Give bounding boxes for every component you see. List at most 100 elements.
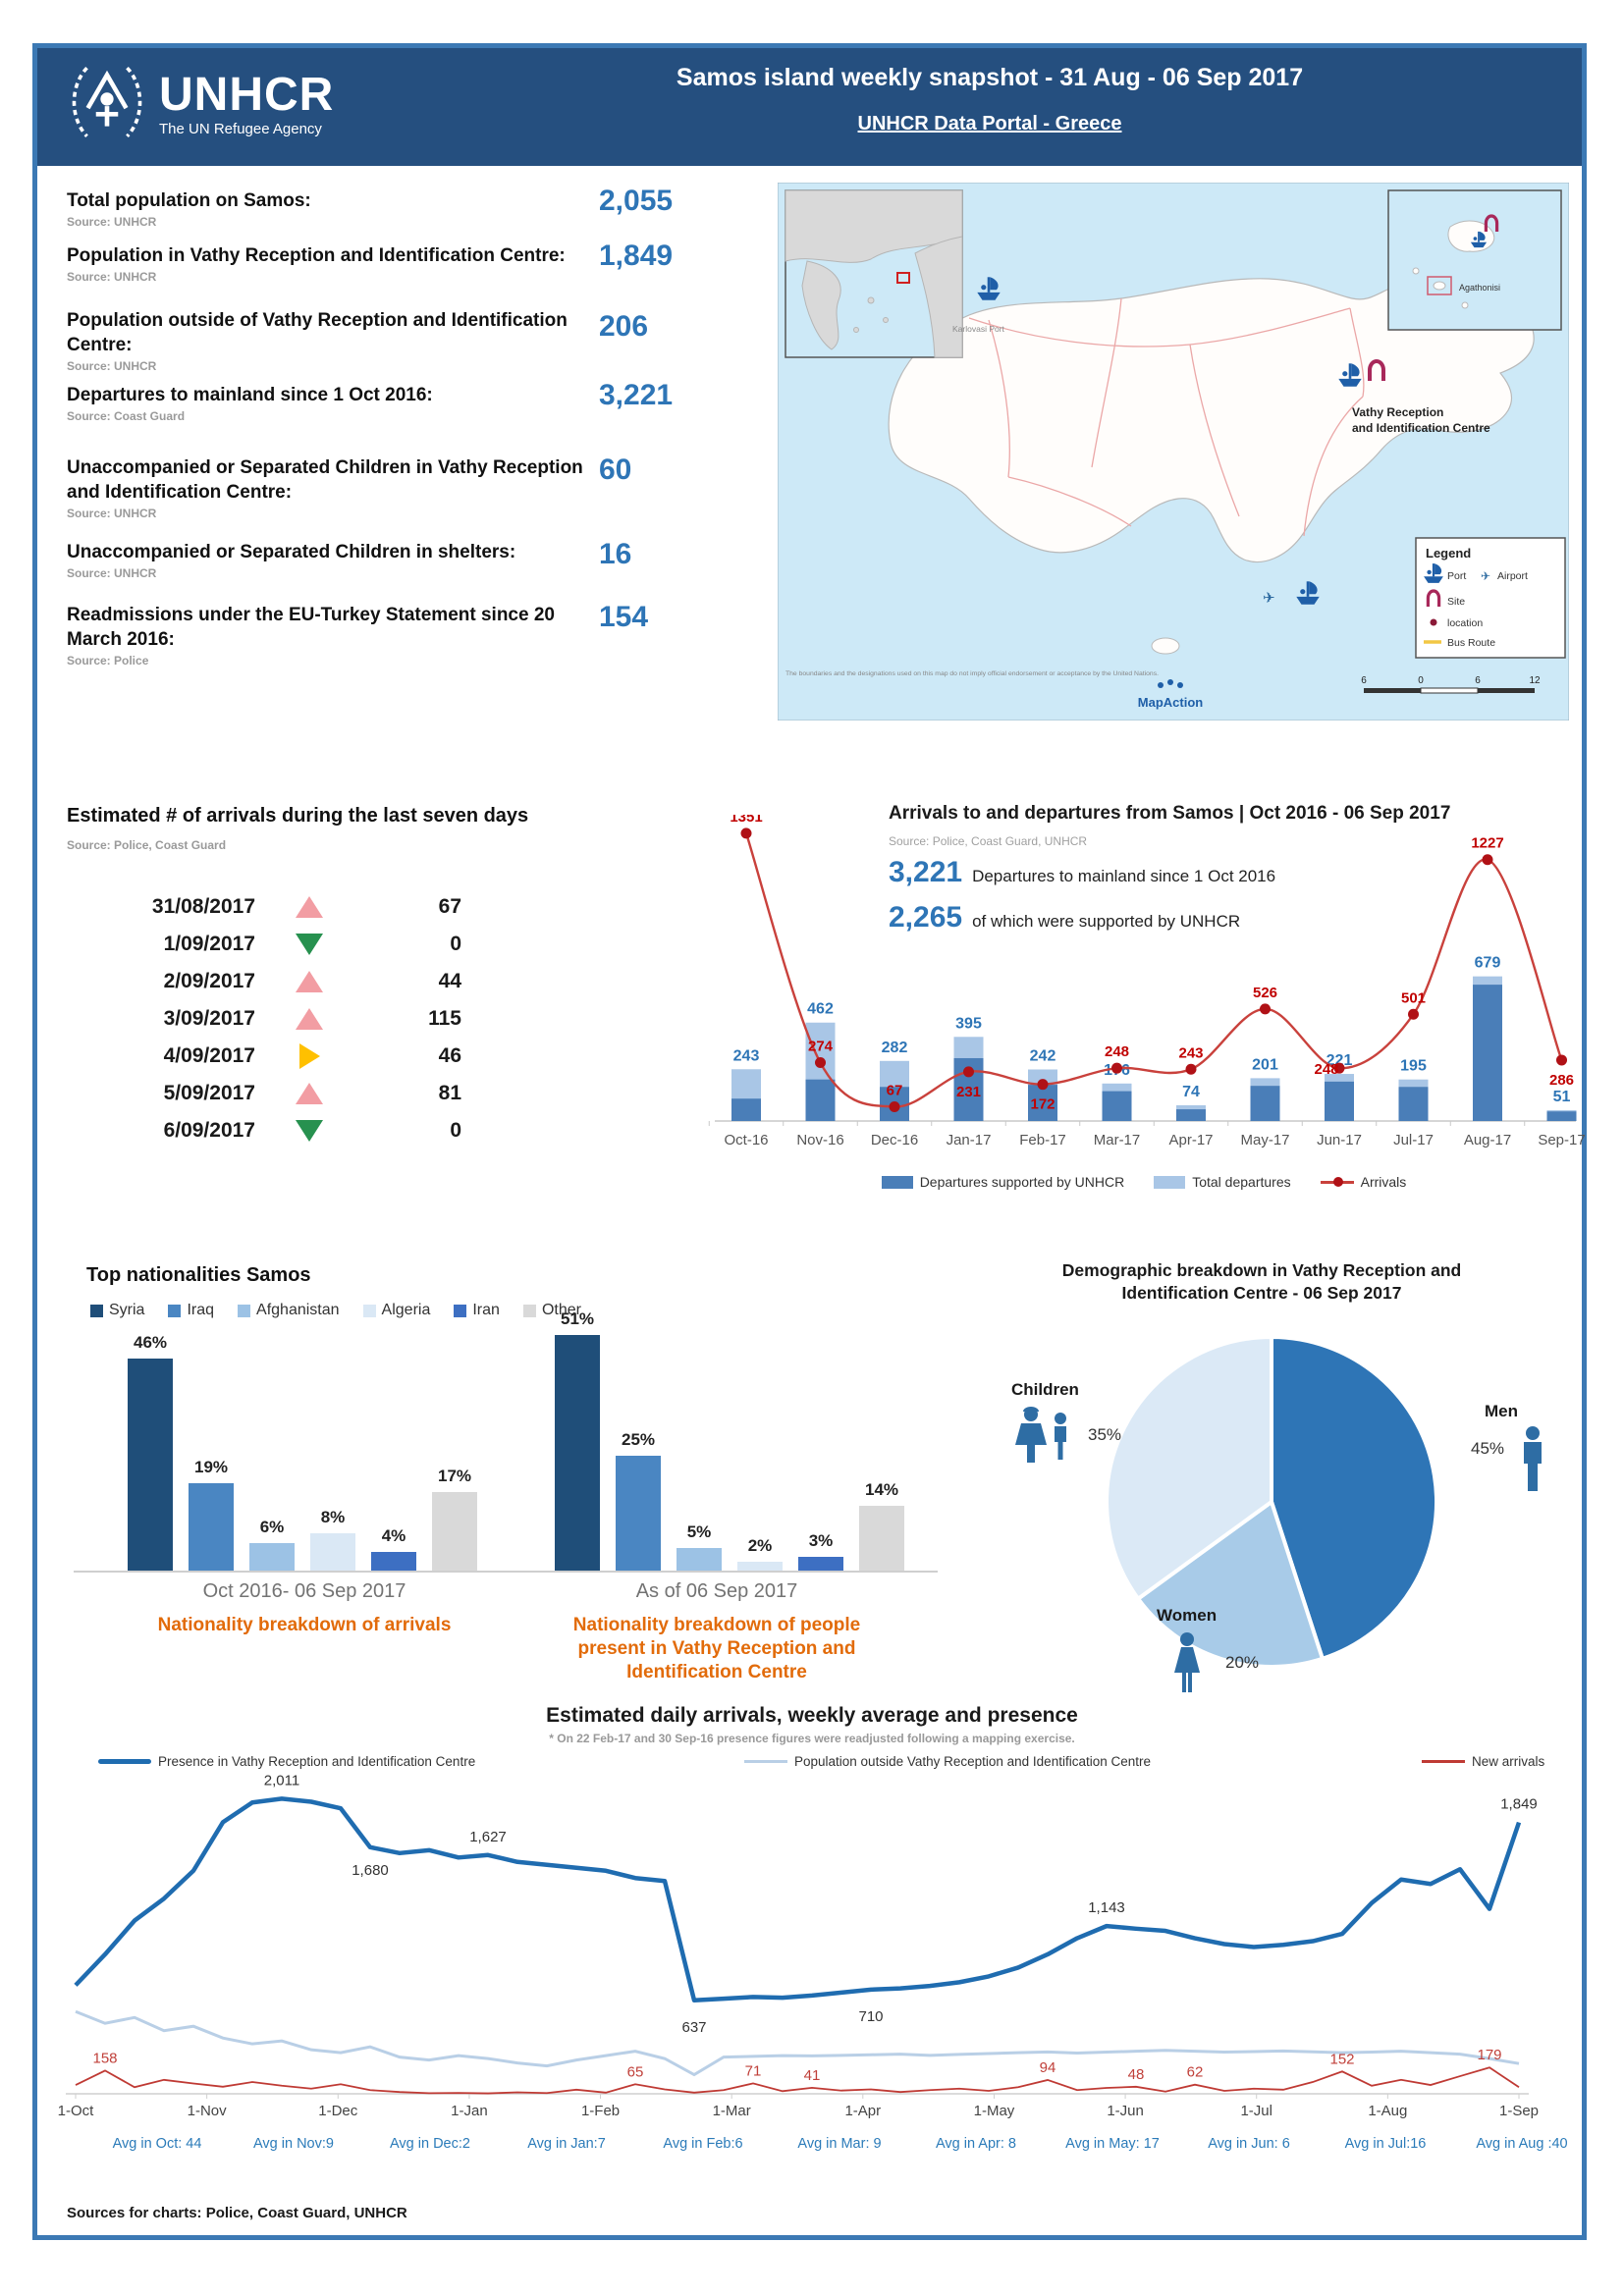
svg-text:Aug-17: Aug-17	[1464, 1132, 1511, 1148]
pie-label-women: Women	[1157, 1606, 1218, 1625]
svg-text:Sep-17: Sep-17	[1538, 1132, 1585, 1148]
stat-row-2: Population outside of Vathy Reception an…	[67, 310, 568, 373]
svg-text:Apr-17: Apr-17	[1168, 1132, 1213, 1148]
arrival-row-6: 6/09/2017 0	[163, 1119, 461, 1142]
portal-link[interactable]: UNHCR Data Portal - Greece	[857, 113, 1122, 134]
mapaction-logo: MapAction	[1138, 679, 1203, 710]
pie-title: Demographic breakdown in Vathy Reception…	[1061, 1260, 1462, 1303]
svg-text:248: 248	[1105, 1043, 1129, 1060]
svg-text:67: 67	[887, 1082, 903, 1098]
svg-text:1-Oct: 1-Oct	[58, 2103, 95, 2119]
samos-island-shape	[888, 278, 1535, 563]
svg-text:6: 6	[1475, 675, 1481, 686]
roads	[968, 297, 1365, 537]
svg-text:0: 0	[1418, 675, 1424, 686]
vathy-label-2: and Identification Centre	[1352, 421, 1490, 435]
daily-chart-title: Estimated daily arrivals, weekly average…	[546, 1704, 1078, 1727]
nat-bar-0-iraq	[189, 1482, 234, 1571]
greece-inset	[785, 189, 963, 358]
nat-pct-label: 4%	[381, 1526, 406, 1546]
svg-text:Oct-16: Oct-16	[724, 1132, 768, 1148]
airport-icon: ✈	[1263, 590, 1275, 607]
svg-text:282: 282	[882, 1040, 908, 1056]
departures-total-caption: Departures to mainland since 1 Oct 2016	[972, 867, 1276, 885]
nat-legend-afghanistan: Afghanistan	[238, 1302, 340, 1319]
arrival-row-4: 4/09/2017 46	[163, 1043, 461, 1069]
svg-text:172: 172	[1030, 1096, 1055, 1113]
svg-text:679: 679	[1475, 955, 1501, 972]
header-bar: UNHCR The UN Refugee Agency Samos island…	[37, 48, 1582, 166]
daily-legend-arrivals: New arrivals	[1422, 1754, 1544, 1769]
svg-text:221: 221	[1326, 1052, 1353, 1069]
svg-text:62: 62	[1187, 2064, 1204, 2081]
stat-row-4: Unaccompanied or Separated Children in V…	[67, 457, 583, 520]
nat-pct-label: 8%	[320, 1508, 346, 1527]
avg-label-2: Avg in Dec:2	[390, 2136, 470, 2152]
daily-chart: 1-Oct 1-Nov 1-Dec 1-Jan 1-Feb 1-Mar 1-Apr 1-May…	[58, 1775, 1539, 2119]
nat-pct-label: 3%	[808, 1530, 834, 1550]
svg-text:41: 41	[804, 2067, 821, 2084]
arrivals-table-source: Source: Police, Coast Guard	[67, 838, 227, 852]
daily-chart-note: * On 22 Feb-17 and 30 Sep-16 presence fi…	[549, 1732, 1075, 1745]
svg-text:Site: Site	[1447, 596, 1465, 608]
nat-bar-1-other	[859, 1506, 904, 1571]
monthly-chart-title: Arrivals to and departures from Samos | …	[889, 803, 1451, 824]
nat-bar-1-afghanistan	[677, 1547, 722, 1571]
svg-text:1-Apr: 1-Apr	[844, 2103, 881, 2119]
agathonisi-label: Agathonisi	[1459, 283, 1500, 293]
svg-text:231: 231	[956, 1084, 981, 1100]
avg-label-1: Avg in Nov:9	[253, 2136, 334, 2152]
stat-value-3: 3,221	[599, 379, 674, 411]
svg-text:286: 286	[1549, 1072, 1574, 1089]
airport-legend-icon: ✈	[1481, 569, 1490, 583]
svg-text:1227: 1227	[1471, 835, 1503, 852]
stat-value-2: 206	[599, 310, 649, 343]
svg-text:51: 51	[1553, 1089, 1571, 1105]
stat-row-6: Readmissions under the EU-Turkey Stateme…	[67, 605, 555, 667]
logo-text: UNHCR	[159, 69, 335, 121]
svg-text:1-May: 1-May	[974, 2103, 1015, 2119]
svg-text:248: 248	[1314, 1061, 1338, 1078]
nat-bar-0-iran	[371, 1552, 416, 1571]
svg-text:94: 94	[1040, 2059, 1056, 2076]
trend-flat-icon	[298, 1043, 320, 1069]
stat-row-0: Total population on Samos: Source: UNHCR	[67, 190, 311, 229]
svg-text:Bus Route: Bus Route	[1447, 637, 1495, 649]
nat-bar-0-syria	[128, 1358, 173, 1571]
nat-legend-iraq: Iraq	[168, 1302, 214, 1319]
svg-text:2,011: 2,011	[264, 1775, 299, 1789]
nat-bar-0-algeria	[310, 1533, 355, 1571]
children-icon	[1011, 1406, 1080, 1471]
svg-text:710: 710	[858, 2008, 883, 2025]
svg-text:71: 71	[745, 2062, 762, 2079]
stat-value-4: 60	[599, 454, 632, 486]
nat-pct-label: 2%	[747, 1535, 773, 1555]
nat-legend-algeria: Algeria	[362, 1302, 430, 1319]
svg-text:Port: Port	[1447, 570, 1466, 582]
svg-text:Mar-17: Mar-17	[1094, 1132, 1141, 1148]
page-title: Samos island weekly snapshot - 31 Aug - …	[676, 64, 1304, 91]
scale-bar: 6 0 6 12	[1361, 675, 1541, 694]
stat-value-5: 16	[599, 538, 632, 570]
nat-legend-syria: Syria	[90, 1302, 144, 1319]
arrivals-table-title: Estimated # of arrivals during the last …	[67, 805, 529, 827]
trend-up-icon	[296, 971, 323, 992]
nat-bar-1-syria	[555, 1335, 600, 1571]
svg-text:195: 195	[1400, 1058, 1427, 1075]
trend-down-icon	[296, 934, 323, 955]
svg-text:1,627: 1,627	[469, 1829, 507, 1845]
svg-text:Jan-17: Jan-17	[947, 1132, 992, 1148]
svg-text:Nov-16: Nov-16	[796, 1132, 843, 1148]
svg-text:Jul-17: Jul-17	[1393, 1132, 1434, 1148]
pie-pct-children: 35%	[1088, 1425, 1122, 1444]
nat-pct-label: 51%	[560, 1309, 595, 1329]
nat-pct-label: 25%	[621, 1429, 656, 1449]
portal-link-wrap: UNHCR Data Portal - Greece	[509, 113, 1471, 135]
nat-bar-1-algeria	[737, 1561, 783, 1571]
nat-bar-0-afghanistan	[249, 1542, 295, 1571]
svg-text:1-Mar: 1-Mar	[713, 2103, 751, 2119]
arrival-row-5: 5/09/2017 81	[163, 1082, 461, 1104]
woman-icon	[1170, 1631, 1204, 1701]
svg-text:1-Nov: 1-Nov	[188, 2103, 228, 2119]
nat-group1-caption: Nationality breakdown of arrivals	[157, 1615, 452, 1635]
